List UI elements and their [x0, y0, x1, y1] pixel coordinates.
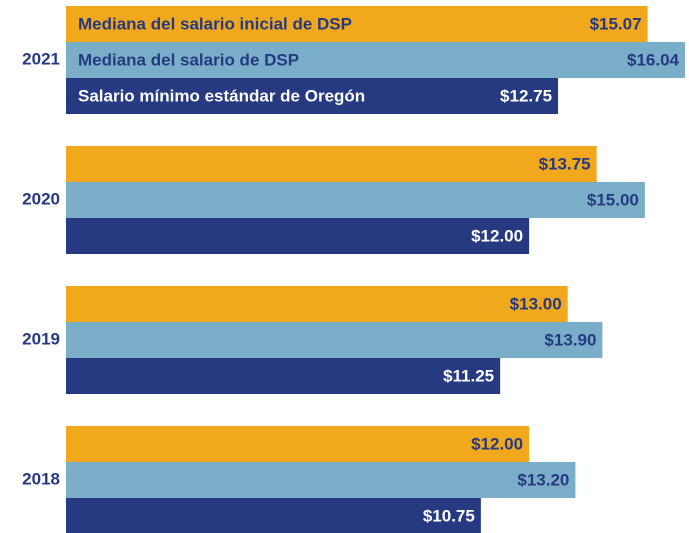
bar — [66, 358, 501, 394]
bar — [66, 462, 576, 498]
category-label: 2018 — [22, 469, 60, 488]
value-label: $12.75 — [500, 86, 552, 105]
value-label: $13.90 — [544, 330, 596, 349]
value-label: $13.75 — [539, 154, 591, 173]
bar — [66, 146, 597, 182]
value-label: $10.75 — [423, 506, 475, 525]
legend-label: Salario mínimo estándar de Oregón — [78, 86, 365, 105]
bar — [66, 322, 603, 358]
bar — [66, 218, 530, 254]
value-label: $13.20 — [517, 470, 569, 489]
legend-label: Mediana del salario inicial de DSP — [78, 14, 352, 33]
bar — [66, 498, 481, 533]
bar — [66, 182, 645, 218]
value-label: $12.00 — [471, 434, 523, 453]
value-label: $11.25 — [443, 366, 494, 385]
bar — [66, 6, 648, 42]
category-label: 2021 — [22, 49, 60, 68]
value-label: $16.04 — [627, 50, 680, 69]
bar — [66, 286, 568, 322]
category-label: 2019 — [22, 329, 60, 348]
value-label: $13.00 — [510, 294, 562, 313]
category-label: 2020 — [22, 189, 60, 208]
value-label: $12.00 — [471, 226, 523, 245]
value-label: $15.07 — [590, 14, 642, 33]
value-label: $15.00 — [587, 190, 639, 209]
bar — [66, 78, 559, 114]
bar — [66, 42, 685, 78]
legend-label: Mediana del salario de DSP — [78, 50, 299, 69]
bar — [66, 426, 530, 462]
